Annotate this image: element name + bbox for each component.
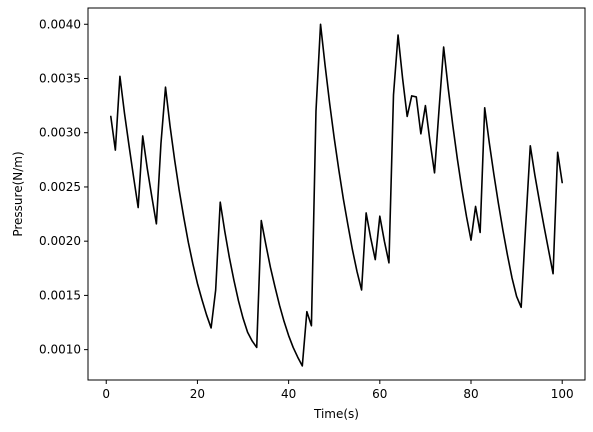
y-tick-label: 0.0025 [39,180,81,194]
y-tick-label: 0.0040 [39,17,81,31]
axes-frame [87,7,586,381]
y-tick-label: 0.0030 [39,126,81,140]
y-tick-label: 0.0010 [39,343,81,357]
plot-area [110,23,563,367]
x-axis-label: Time(s) [313,407,359,421]
x-tick-label: 0 [102,387,110,401]
x-tick-label: 20 [190,387,205,401]
y-axis-ticks: 0.0010 0.0015 0.0020 0.0025 0.0030 0.0035 0.00… [39,17,88,357]
x-tick-label: 80 [463,387,478,401]
x-tick-label: 100 [551,387,574,401]
x-tick-label: 60 [372,387,387,401]
y-tick-label: 0.0020 [39,234,81,248]
y-tick-label: 0.0015 [39,288,81,302]
x-tick-label: 40 [281,387,296,401]
y-tick-label: 0.0035 [39,71,81,85]
y-axis-label: Pressure(N/m) [11,151,25,236]
x-axis-ticks: 0 20 40 60 80 100 [102,380,574,401]
pressure-series-line [110,23,563,367]
